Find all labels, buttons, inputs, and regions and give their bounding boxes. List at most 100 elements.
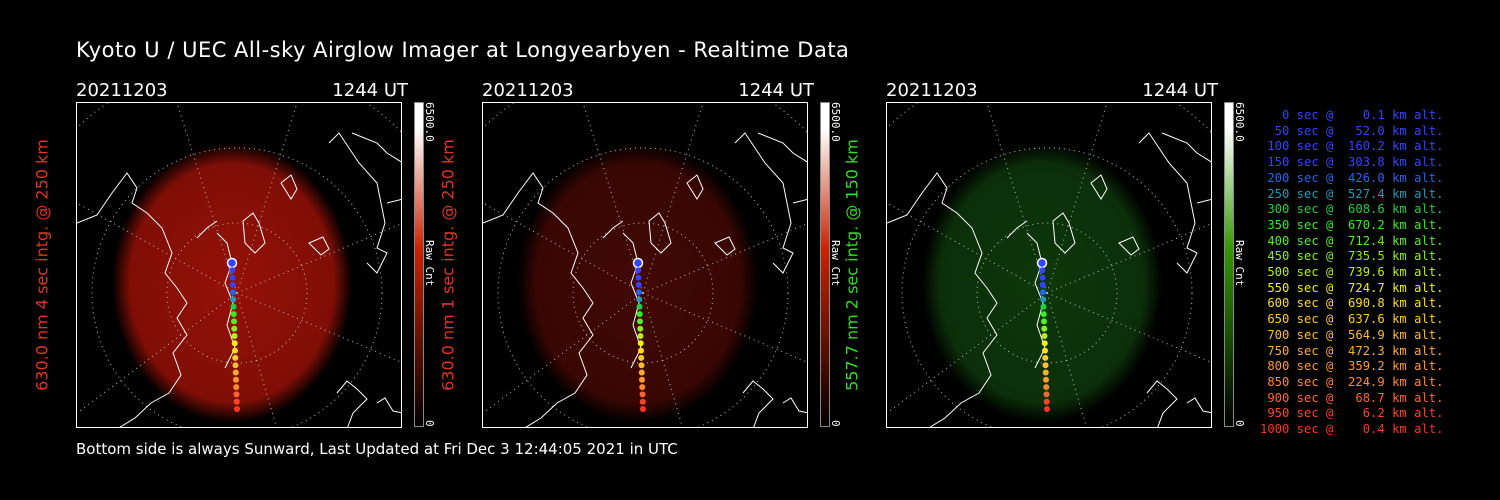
trajectory-point <box>231 340 238 347</box>
legend-entry: 300 sec @ 608.6 km alt. <box>1260 202 1444 217</box>
legend-entry: 450 sec @ 735.5 km alt. <box>1260 249 1444 264</box>
trajectory-point <box>637 325 644 332</box>
trajectory-point <box>639 384 646 391</box>
trajectory-point <box>639 391 646 398</box>
legend-entry: 850 sec @ 224.9 km alt. <box>1260 374 1444 389</box>
legend-entry: 400 sec @ 712.4 km alt. <box>1260 233 1444 248</box>
trajectory-point <box>233 398 240 405</box>
trajectory-point <box>1039 281 1046 288</box>
trajectory-point <box>1043 384 1050 391</box>
trajectory-point <box>638 347 644 354</box>
trajectory-point <box>1042 354 1049 361</box>
trajectory-point <box>638 369 645 376</box>
panel-630nm-4sec: 20211203 1244 UT 630.0 nm 4 sec intg. @ … <box>33 80 486 440</box>
trajectory-point <box>1039 267 1046 274</box>
trajectory-point <box>1041 333 1048 339</box>
trajectory-point <box>635 267 642 274</box>
trajectory-point <box>234 406 240 412</box>
footer-note: Bottom side is always Sunward, Last Upda… <box>76 440 678 458</box>
color-bar-label: Raw Cnt <box>423 240 436 287</box>
trajectory-point <box>636 296 643 303</box>
panel-630nm-1sec: 20211203 1244 UT 630.0 nm 1 sec intg. @ … <box>439 80 892 440</box>
trajectory-point <box>229 267 236 274</box>
trajectory-point <box>1040 296 1047 303</box>
trajectory-point <box>230 296 237 303</box>
trajectory-point <box>1043 376 1049 383</box>
trajectory-point <box>233 391 240 398</box>
all-sky-image[interactable] <box>482 102 808 428</box>
trajectory-point <box>1039 274 1046 281</box>
trajectory-point <box>232 362 239 369</box>
wavelength-label: 630.0 nm 1 sec intg. @ 250 km <box>438 139 458 391</box>
trajectory-point <box>1036 257 1048 269</box>
all-sky-image[interactable] <box>886 102 1212 428</box>
all-sky-image[interactable] <box>76 102 402 428</box>
panel-time: 1244 UT <box>738 80 814 101</box>
trajectory-point <box>1040 289 1046 296</box>
panel-date: 20211203 <box>886 80 978 101</box>
trajectory-point <box>1043 398 1050 405</box>
color-bar-max: 6500.0 <box>1233 102 1246 142</box>
trajectory-point <box>231 333 238 339</box>
trajectory-point <box>637 333 644 339</box>
trajectory-point <box>231 325 238 332</box>
legend-entry: 0 sec @ 0.1 km alt. <box>1260 108 1444 122</box>
trajectory-point <box>632 257 644 269</box>
legend-entry: 200 sec @ 426.0 km alt. <box>1260 170 1444 185</box>
trajectory-point <box>1040 303 1047 310</box>
trajectory-point <box>639 376 645 383</box>
legend-entry: 900 sec @ 68.7 km alt. <box>1260 390 1444 405</box>
trajectory-point <box>232 347 238 354</box>
legend-entry: 1000 sec @ 0.4 km alt. <box>1260 422 1444 437</box>
panel-time: 1244 UT <box>332 80 408 101</box>
color-bar-label: Raw Cnt <box>829 240 842 287</box>
trajectory-point <box>232 369 239 376</box>
color-bar-min: 0 <box>423 420 436 427</box>
trajectory-point <box>639 398 646 405</box>
trajectory-point <box>636 289 642 296</box>
trajectory-point <box>635 274 642 281</box>
legend-entry: 100 sec @ 160.2 km alt. <box>1260 139 1444 154</box>
legend-entry: 750 sec @ 472.3 km alt. <box>1260 343 1444 358</box>
color-bar-min: 0 <box>829 420 842 427</box>
trajectory-point <box>1042 362 1049 369</box>
trajectory-point <box>232 354 239 361</box>
trajectory-point <box>638 354 645 361</box>
trajectory-point <box>636 303 643 310</box>
trajectory-point <box>1041 340 1048 347</box>
trajectory-point <box>637 340 644 347</box>
color-bar-max: 6500.0 <box>829 102 842 142</box>
color-bar-max: 6500.0 <box>423 102 436 142</box>
legend-entry: 50 sec @ 52.0 km alt. <box>1260 123 1444 138</box>
legend-entry: 800 sec @ 359.2 km alt. <box>1260 359 1444 374</box>
trajectory-point <box>1042 369 1049 376</box>
legend-entry: 650 sec @ 637.6 km alt. <box>1260 312 1444 327</box>
trajectory-point <box>1041 318 1047 325</box>
trajectory-point <box>229 281 236 288</box>
trajectory-point <box>226 257 238 269</box>
trajectory-point <box>233 384 240 391</box>
trajectory-point <box>635 281 642 288</box>
trajectory-point <box>230 303 237 310</box>
panel-557nm-2sec: 20211203 1244 UT 557.7 nm 2 sec intg. @ … <box>843 80 1296 440</box>
legend-entry: 950 sec @ 6.2 km alt. <box>1260 406 1444 421</box>
altitude-legend: 0 sec @ 0.1 km alt. 50 sec @ 52.0 km alt… <box>1260 108 1444 438</box>
trajectory-point <box>1044 406 1050 412</box>
page-title: Kyoto U / UEC All-sky Airglow Imager at … <box>76 38 850 62</box>
color-bar <box>414 102 424 427</box>
trajectory-point <box>1042 347 1048 354</box>
trajectory-point <box>636 311 643 318</box>
trajectory-point <box>1043 391 1050 398</box>
legend-entry: 550 sec @ 724.7 km alt. <box>1260 280 1444 295</box>
trajectory-point <box>230 311 237 318</box>
wavelength-label: 557.7 nm 2 sec intg. @ 150 km <box>842 139 862 391</box>
trajectory-point <box>1041 325 1048 332</box>
legend-entry: 250 sec @ 527.4 km alt. <box>1260 186 1444 201</box>
trajectory-point <box>233 376 239 383</box>
panel-date: 20211203 <box>482 80 574 101</box>
trajectory-point <box>637 318 643 325</box>
color-bar-min: 0 <box>1233 420 1246 427</box>
trajectory-point <box>229 274 236 281</box>
trajectory-point <box>638 362 645 369</box>
panel-date: 20211203 <box>76 80 168 101</box>
